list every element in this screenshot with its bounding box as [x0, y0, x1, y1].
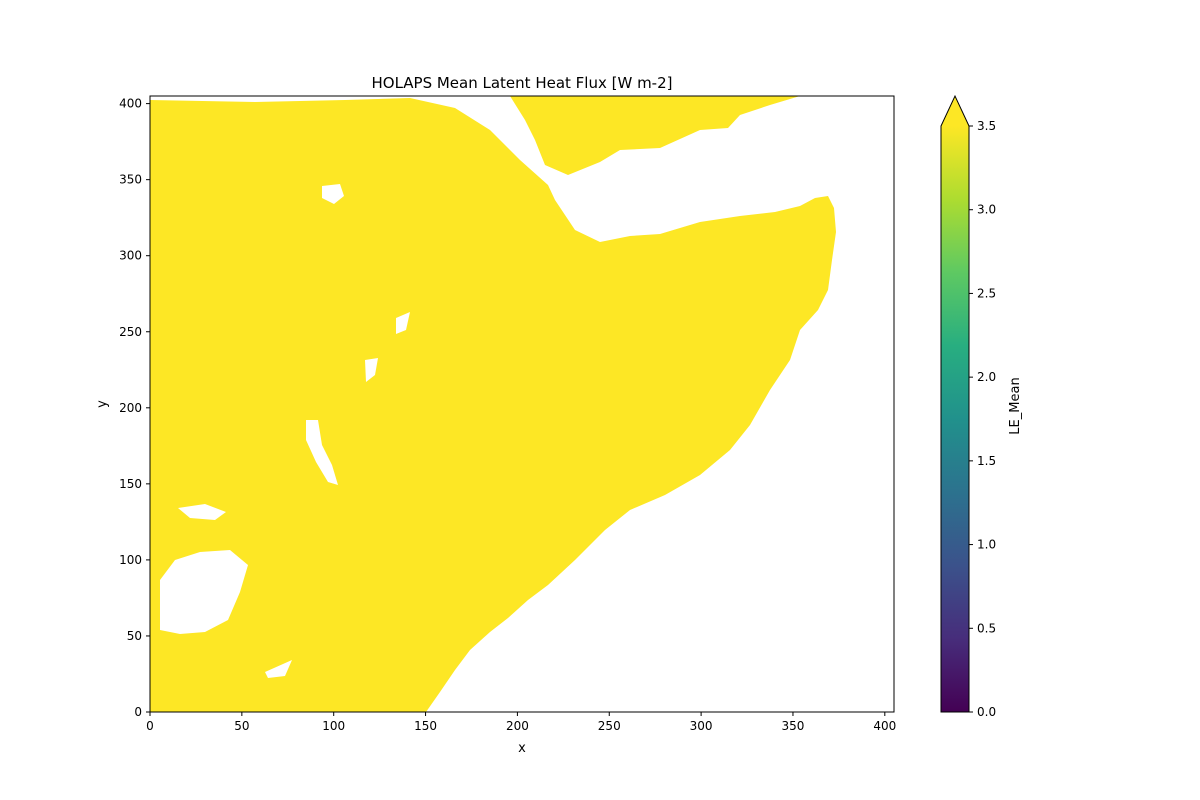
- y-tick-label: 350: [119, 173, 142, 187]
- colorbar-tick-label: 3.5: [977, 119, 996, 133]
- x-tick-label: 200: [506, 719, 529, 733]
- colorbar-tick-label: 2.5: [977, 286, 996, 300]
- y-tick-label: 200: [119, 401, 142, 415]
- colorbar-tick-label: 1.0: [977, 538, 996, 552]
- y-tick-label: 0: [134, 705, 142, 719]
- x-tick-label: 400: [873, 719, 896, 733]
- colorbar-tick-label: 0.5: [977, 621, 996, 635]
- missing-region: [306, 420, 338, 485]
- y-tick-label: 300: [119, 249, 142, 263]
- missing-region: [178, 504, 226, 520]
- missing-region: [396, 312, 410, 334]
- y-tick-label: 250: [119, 325, 142, 339]
- y-tick-label: 400: [119, 97, 142, 111]
- colorbar-tick-label: 3.0: [977, 203, 996, 217]
- colorbar-label: LE_Mean: [1008, 377, 1023, 434]
- x-axis-label: x: [518, 741, 526, 756]
- colorbar: 0.0 0.5 1.0 1.5 2.0 2.5 3.0 3.5 LE_Mean: [940, 94, 1023, 719]
- colorbar-extend-arrow: [941, 96, 969, 126]
- missing-region: [322, 184, 344, 204]
- plot-area: 0 50 100 150 200 250 300 350 400 0 50 100 150 200 250…: [119, 95, 896, 733]
- x-tick-label: 250: [598, 719, 621, 733]
- colorbar-ticks: 0.0 0.5 1.0 1.5 2.0 2.5 3.0 3.5: [969, 119, 996, 719]
- land-region: [150, 98, 836, 712]
- y-axis-ticks: 0 50 100 150 200 250 300 350 400: [119, 97, 150, 719]
- colorbar-outline: [940, 94, 970, 713]
- land-region-north: [510, 96, 800, 175]
- chart-title: HOLAPS Mean Latent Heat Flux [W m-2]: [371, 74, 672, 92]
- y-tick-label: 100: [119, 553, 142, 567]
- x-tick-label: 300: [690, 719, 713, 733]
- x-tick-label: 0: [146, 719, 154, 733]
- x-tick-label: 50: [234, 719, 249, 733]
- x-tick-label: 100: [322, 719, 345, 733]
- colorbar-gradient: [941, 126, 969, 712]
- colorbar-tick-label: 2.0: [977, 370, 996, 384]
- missing-region: [160, 550, 248, 634]
- y-tick-label: 50: [127, 629, 142, 643]
- missing-region: [265, 660, 292, 678]
- y-axis-label: y: [95, 400, 110, 408]
- x-tick-label: 150: [414, 719, 437, 733]
- x-tick-label: 350: [782, 719, 805, 733]
- colorbar-tick-label: 0.0: [977, 705, 996, 719]
- x-axis-ticks: 0 50 100 150 200 250 300 350 400: [146, 712, 896, 733]
- axes-frame: [149, 95, 895, 713]
- missing-region: [365, 358, 378, 382]
- heatmap-field: [150, 96, 836, 712]
- y-tick-label: 150: [119, 477, 142, 491]
- colorbar-tick-label: 1.5: [977, 454, 996, 468]
